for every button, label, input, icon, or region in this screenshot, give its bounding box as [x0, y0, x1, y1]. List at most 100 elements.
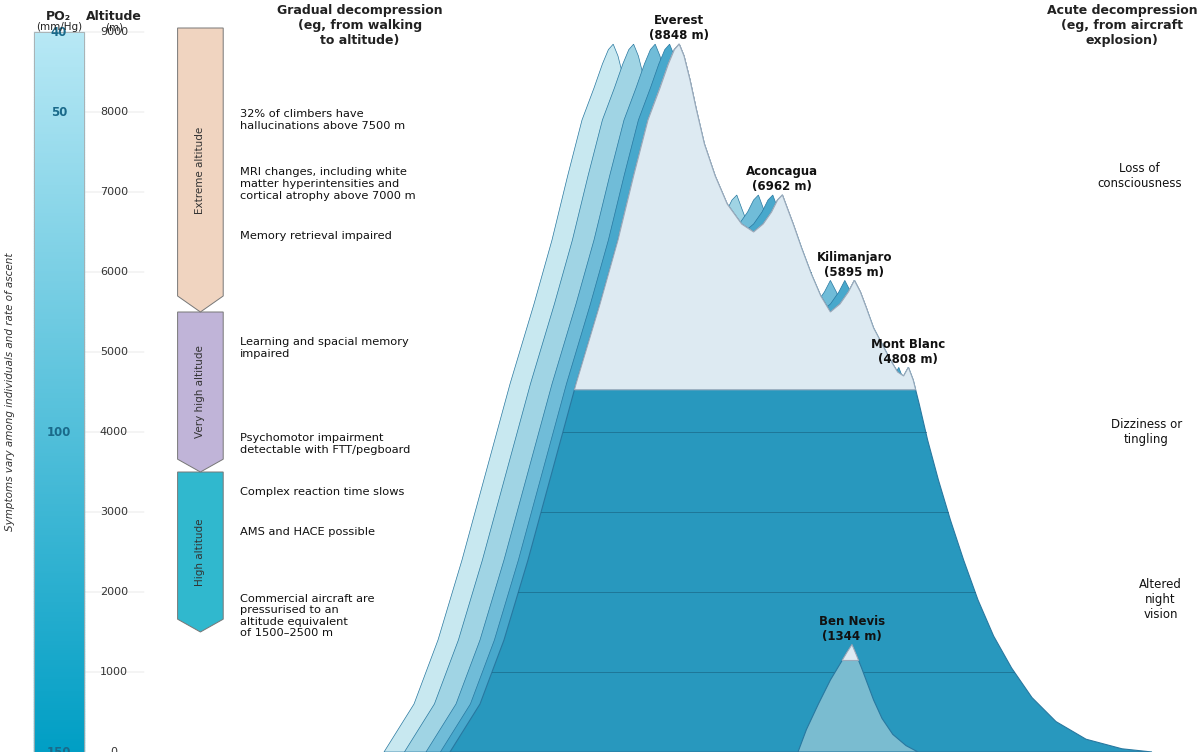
Bar: [34, 399, 84, 402]
Bar: [34, 265, 84, 267]
Polygon shape: [384, 44, 1086, 752]
Bar: [34, 56, 84, 59]
Bar: [34, 740, 84, 742]
Bar: [34, 735, 84, 738]
Bar: [34, 484, 84, 486]
Bar: [34, 301, 84, 303]
Bar: [34, 102, 84, 104]
Bar: [34, 742, 84, 744]
Bar: [34, 236, 84, 238]
Bar: [34, 164, 84, 166]
Bar: [34, 428, 84, 430]
Bar: [34, 284, 84, 287]
Text: Kilimanjaro
(5895 m): Kilimanjaro (5895 m): [817, 251, 892, 279]
Text: Aconcagua
(6962 m): Aconcagua (6962 m): [746, 165, 818, 193]
Bar: [34, 200, 84, 202]
Bar: [34, 680, 84, 682]
Bar: [34, 697, 84, 699]
Bar: [34, 176, 84, 178]
Bar: [34, 387, 84, 390]
Bar: [34, 572, 84, 575]
Text: 0: 0: [110, 747, 118, 752]
Bar: [34, 462, 84, 464]
Bar: [34, 212, 84, 214]
Bar: [34, 726, 84, 728]
Bar: [34, 243, 84, 246]
Bar: [34, 339, 84, 341]
Text: 2000: 2000: [100, 587, 128, 597]
Bar: [34, 205, 84, 208]
Bar: [34, 344, 84, 347]
Bar: [34, 478, 84, 481]
Bar: [34, 464, 84, 466]
Bar: [34, 128, 84, 130]
Bar: [34, 617, 84, 620]
Bar: [34, 524, 84, 526]
Bar: [34, 63, 84, 65]
Bar: [34, 587, 84, 589]
Bar: [34, 615, 84, 617]
Bar: [34, 498, 84, 500]
Polygon shape: [178, 472, 223, 632]
Bar: [34, 157, 84, 159]
Bar: [34, 260, 84, 262]
Bar: [34, 121, 84, 123]
Bar: [34, 496, 84, 498]
Bar: [34, 196, 84, 198]
Text: Everest
(8848 m): Everest (8848 m): [649, 14, 709, 42]
Bar: [34, 456, 84, 459]
Bar: [34, 375, 84, 378]
Bar: [34, 522, 84, 524]
Text: Altitude: Altitude: [86, 10, 142, 23]
Text: 100: 100: [47, 426, 71, 438]
Bar: [34, 41, 84, 44]
Bar: [34, 373, 84, 375]
Bar: [34, 421, 84, 423]
Bar: [34, 507, 84, 510]
Bar: [34, 118, 84, 121]
Bar: [34, 433, 84, 435]
Bar: [34, 589, 84, 591]
Bar: [34, 329, 84, 332]
Bar: [34, 575, 84, 577]
Bar: [34, 430, 84, 433]
Bar: [34, 95, 84, 97]
Bar: [34, 368, 84, 371]
Bar: [34, 721, 84, 723]
Polygon shape: [832, 280, 868, 311]
Bar: [34, 714, 84, 716]
Bar: [34, 632, 84, 635]
Bar: [34, 505, 84, 507]
Text: 7000: 7000: [100, 187, 128, 197]
Bar: [34, 289, 84, 291]
Bar: [34, 406, 84, 409]
Bar: [34, 567, 84, 569]
Bar: [34, 258, 84, 260]
Text: (mm/Hg): (mm/Hg): [36, 23, 82, 32]
Bar: [34, 311, 84, 313]
Bar: [34, 702, 84, 704]
Bar: [34, 514, 84, 517]
Bar: [34, 296, 84, 299]
Bar: [34, 85, 84, 87]
Bar: [34, 711, 84, 714]
Bar: [34, 287, 84, 289]
Bar: [34, 154, 84, 157]
Bar: [34, 709, 84, 711]
Bar: [34, 255, 84, 258]
Bar: [34, 450, 84, 452]
Bar: [34, 546, 84, 548]
Bar: [34, 291, 84, 293]
Bar: [34, 732, 84, 735]
Polygon shape: [178, 28, 223, 312]
Bar: [34, 277, 84, 279]
Bar: [34, 359, 84, 361]
Bar: [34, 116, 84, 118]
Bar: [34, 217, 84, 219]
Bar: [34, 418, 84, 421]
Bar: [34, 699, 84, 702]
Bar: [34, 692, 84, 694]
Bar: [34, 123, 84, 126]
Bar: [34, 229, 84, 231]
Bar: [34, 661, 84, 663]
